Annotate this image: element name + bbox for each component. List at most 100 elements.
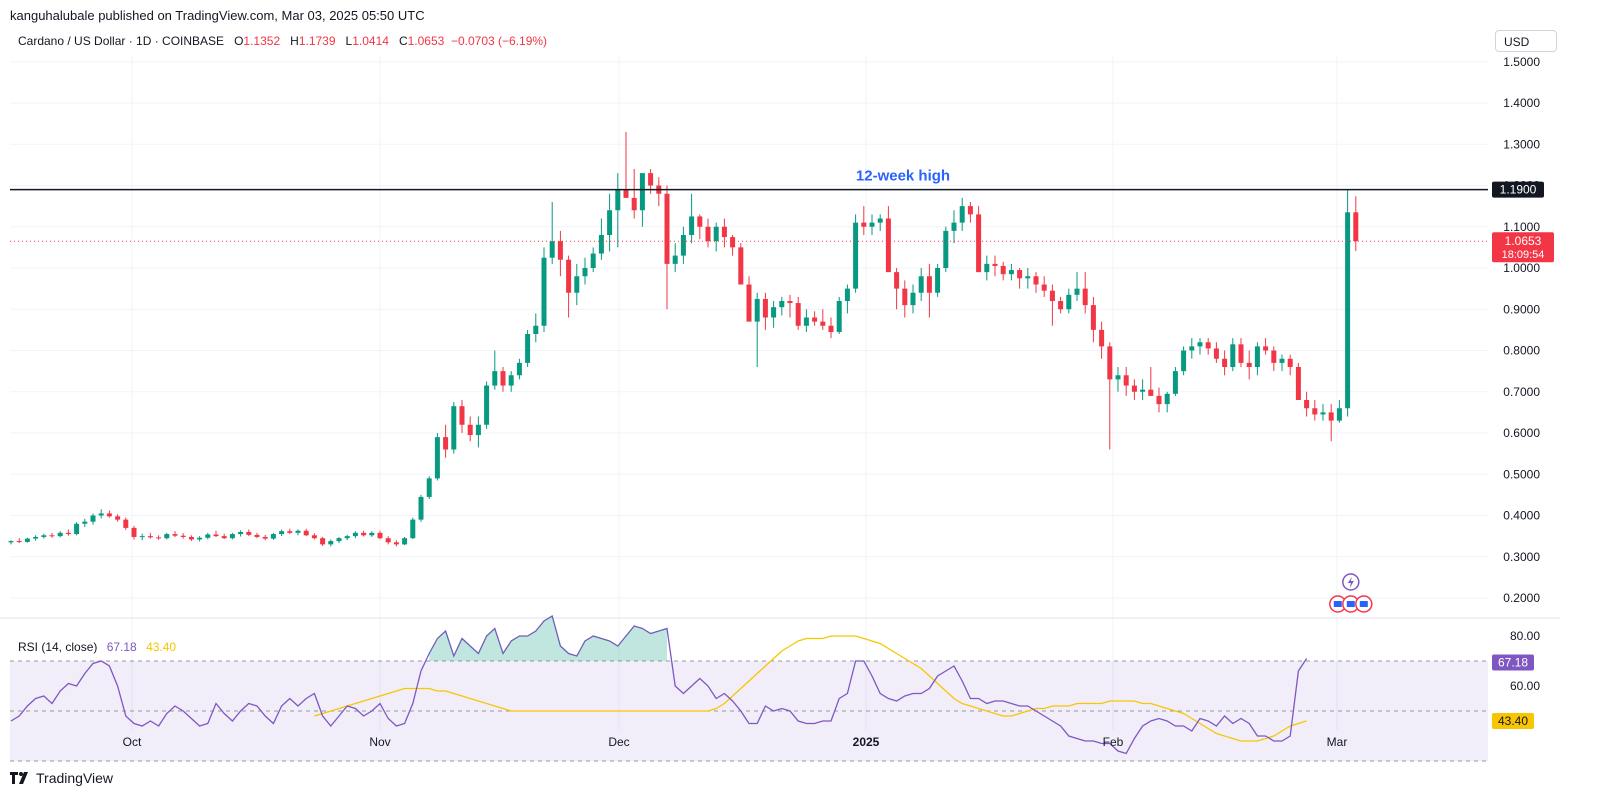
footer-brand-label: TradingView: [36, 770, 114, 786]
candle-body: [1254, 346, 1260, 367]
x-tick-label: Feb: [1103, 735, 1124, 749]
candle-body: [1271, 350, 1277, 363]
candle-body: [1336, 408, 1342, 421]
candle-body: [82, 521, 88, 524]
candle-body: [1140, 389, 1146, 392]
candle-body: [459, 406, 465, 425]
candle-body: [1156, 395, 1162, 405]
candle-body: [828, 325, 834, 332]
rsi-legend: RSI (14, close) 67.18 43.40: [18, 640, 176, 654]
last-price-tag: [1492, 232, 1554, 263]
rsi-overbought-fill: [429, 616, 667, 661]
tradingview-logo-icon: [10, 772, 28, 784]
candle-body: [615, 189, 621, 211]
high-value: 1.1739: [298, 34, 336, 48]
currency-selector[interactable]: USD: [1495, 30, 1557, 52]
candle-body: [1082, 288, 1088, 306]
y-tick-label: 1.3000: [1503, 137, 1540, 151]
candle-body: [1320, 412, 1326, 415]
candle-body: [475, 424, 481, 436]
y-tick-label: 0.6000: [1503, 426, 1540, 440]
candle-body: [352, 532, 358, 537]
candle-body: [795, 303, 801, 326]
candle-body: [1066, 294, 1072, 310]
candle-body: [803, 317, 809, 326]
candle-body: [746, 284, 752, 322]
flag-icon-field: [1333, 601, 1342, 607]
candle-body: [787, 301, 793, 304]
candle-body: [311, 535, 317, 539]
candle-body: [525, 334, 531, 363]
candle-body: [74, 523, 80, 535]
candle-body: [123, 519, 129, 528]
candle-body: [393, 542, 399, 545]
rsi-ma-value: 43.40: [146, 640, 177, 654]
candle-body: [1222, 358, 1228, 367]
candle-body: [582, 268, 588, 277]
candle-body: [574, 276, 580, 293]
y-tick-label: 1.5000: [1503, 55, 1540, 69]
candle-body: [689, 216, 695, 235]
candle-body: [935, 268, 941, 293]
candle-body: [1000, 265, 1006, 275]
candle-body: [984, 263, 990, 273]
candle-body: [1189, 346, 1195, 351]
x-tick-label: Oct: [123, 735, 142, 749]
candle-body: [418, 496, 424, 520]
candle-body: [279, 531, 285, 535]
candle-body: [213, 534, 219, 537]
rsi-name: RSI (14, close): [18, 640, 98, 654]
candle-body: [385, 538, 391, 543]
candle-body: [648, 173, 654, 186]
rsi-ma-tag: [1492, 713, 1534, 729]
candle-body: [254, 534, 260, 537]
candle-body: [533, 325, 539, 334]
candle-body: [156, 537, 162, 539]
publisher-line: kanguhalubale published on TradingView.c…: [10, 8, 425, 23]
candle-body: [320, 538, 326, 545]
candle-body: [49, 535, 55, 537]
candle-body: [836, 301, 842, 332]
candle-body: [877, 218, 883, 223]
candle-body: [361, 532, 367, 536]
lightning-icon: [1342, 573, 1360, 591]
y-tick-label: 0.8000: [1503, 344, 1540, 358]
countdown-label: 18:09:54: [1502, 249, 1545, 261]
candle-body: [894, 272, 900, 289]
symbol-name: Cardano / US Dollar · 1D · COINBASE: [18, 34, 225, 48]
open-value: 1.1352: [243, 34, 281, 48]
flag-icon-field: [1346, 601, 1355, 607]
x-tick-label: Dec: [608, 735, 629, 749]
candle-body: [1353, 212, 1359, 242]
candle-body: [1345, 212, 1351, 409]
candle-body: [1238, 344, 1244, 363]
y-tick-label: 1.1000: [1503, 220, 1540, 234]
candle-body: [516, 362, 522, 376]
candle-body: [705, 226, 711, 242]
candle-body: [672, 255, 678, 264]
candle-body: [1246, 362, 1252, 367]
candle-body: [1197, 342, 1203, 347]
candle-body: [172, 534, 178, 536]
candle-body: [1049, 290, 1055, 301]
candle-body: [910, 292, 916, 306]
candle-body: [820, 321, 826, 326]
candle-body: [106, 513, 112, 517]
candle-body: [492, 371, 498, 386]
candle-body: [410, 519, 416, 539]
rsi-value-label: 67.18: [1498, 656, 1528, 670]
candle-body: [1033, 276, 1039, 285]
grid-lines: [0, 55, 1560, 730]
y-tick-label: 0.9000: [1503, 302, 1540, 316]
candle-body: [566, 259, 572, 293]
candle-body: [434, 437, 440, 479]
open-label: O: [234, 34, 244, 48]
y-tick-label: 1.4000: [1503, 96, 1540, 110]
candle-body: [541, 257, 547, 326]
candle-body: [205, 534, 211, 538]
candle-body: [8, 541, 14, 543]
footer-brand[interactable]: TradingView: [10, 770, 113, 786]
y-tick-label: 0.2000: [1503, 591, 1540, 605]
